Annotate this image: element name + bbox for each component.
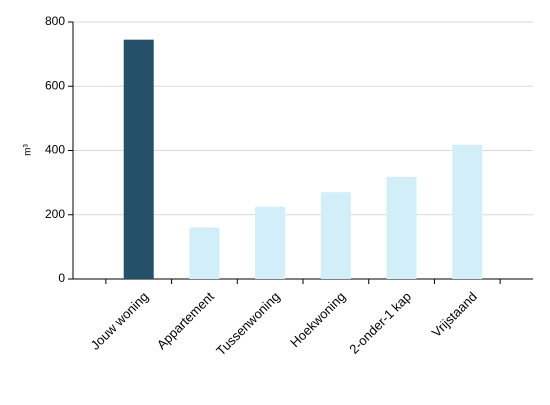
y-tick-label: 200 [45, 207, 65, 221]
bar [320, 192, 351, 279]
y-tick-label: 600 [45, 78, 65, 92]
y-tick-label: 800 [45, 14, 65, 28]
x-tick-label: Tussenwoning [213, 289, 283, 359]
bar [123, 39, 154, 280]
bar [452, 144, 483, 279]
x-tick-label: Jouw woning [88, 289, 152, 353]
bar [386, 176, 417, 279]
x-tick-label: Vrijstaand [429, 289, 480, 340]
bar [255, 206, 286, 279]
y-tick-label: 400 [45, 143, 65, 157]
x-tick-label: 2-onder-1 kap [346, 289, 414, 357]
x-tick-label: Appartement [154, 289, 218, 353]
y-axis-title: m³ [23, 144, 34, 156]
bar [189, 227, 220, 279]
x-tick-label: Hoekwoning [287, 289, 348, 350]
y-tick-label: 0 [58, 271, 65, 285]
